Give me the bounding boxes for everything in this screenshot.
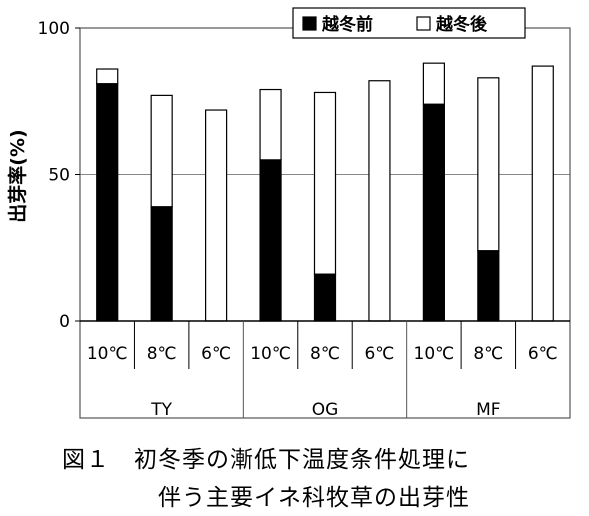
x-category-label: 6℃ <box>528 344 558 364</box>
bar-after-winter <box>205 109 228 322</box>
figure-caption-line-1: 図１ 初冬季の漸低下温度条件処理に <box>62 447 470 473</box>
x-category-label: 10℃ <box>87 344 128 364</box>
bar-before-winter <box>422 103 445 322</box>
y-tick-label: 0 <box>59 312 70 332</box>
bar-after-winter <box>368 80 391 322</box>
chart: 0 50 100 10℃ 8℃ 6℃ 10℃ 8℃ 6℃ 10℃ 8℃ 6℃ TY OG MF 出芽率(… <box>6 7 571 420</box>
bar-after-winter <box>96 68 119 85</box>
x-group-label: TY <box>150 400 172 420</box>
x-category-label: 10℃ <box>250 344 291 364</box>
legend: 越冬前 越冬後 <box>292 7 526 39</box>
x-group-label: MF <box>476 400 500 420</box>
x-category-label: 6℃ <box>364 344 394 364</box>
bar-after-winter <box>313 91 337 275</box>
x-group-labels: TY OG MF <box>150 400 500 420</box>
x-category-label: 8℃ <box>473 344 503 364</box>
legend-swatch-after-winter <box>416 16 431 31</box>
x-category-label: 8℃ <box>147 344 177 364</box>
x-category-label: 6℃ <box>201 344 231 364</box>
legend-box <box>292 7 526 39</box>
x-category-labels: 10℃ 8℃ 6℃ 10℃ 8℃ 6℃ 10℃ 8℃ 6℃ <box>87 344 558 364</box>
y-tick-label: 50 <box>48 166 70 186</box>
y-axis-label: 出芽率(%) <box>6 129 29 222</box>
legend-label-before-winter: 越冬前 <box>321 14 373 35</box>
x-category-label: 10℃ <box>414 344 455 364</box>
legend-label-after-winter: 越冬後 <box>435 14 488 35</box>
x-group-label: OG <box>312 400 339 420</box>
y-tick-labels: 0 50 100 <box>38 19 70 332</box>
y-tick-label: 100 <box>38 19 70 39</box>
bar-before-winter <box>259 159 282 322</box>
bar-after-winter <box>422 62 445 105</box>
bar-before-winter <box>313 273 337 322</box>
figure-caption-line-2: 伴う主要イネ科牧草の出芽性 <box>158 485 470 511</box>
bar-after-winter <box>531 65 554 322</box>
bar-before-winter <box>477 250 500 322</box>
bar-after-winter <box>477 77 500 252</box>
x-category-label: 8℃ <box>310 344 340 364</box>
bar-before-winter <box>96 83 119 322</box>
bar-before-winter <box>150 206 173 322</box>
bar-after-winter <box>150 94 173 208</box>
bars <box>96 62 554 322</box>
legend-swatch-before-winter <box>302 16 317 31</box>
bar-after-winter <box>259 88 282 161</box>
